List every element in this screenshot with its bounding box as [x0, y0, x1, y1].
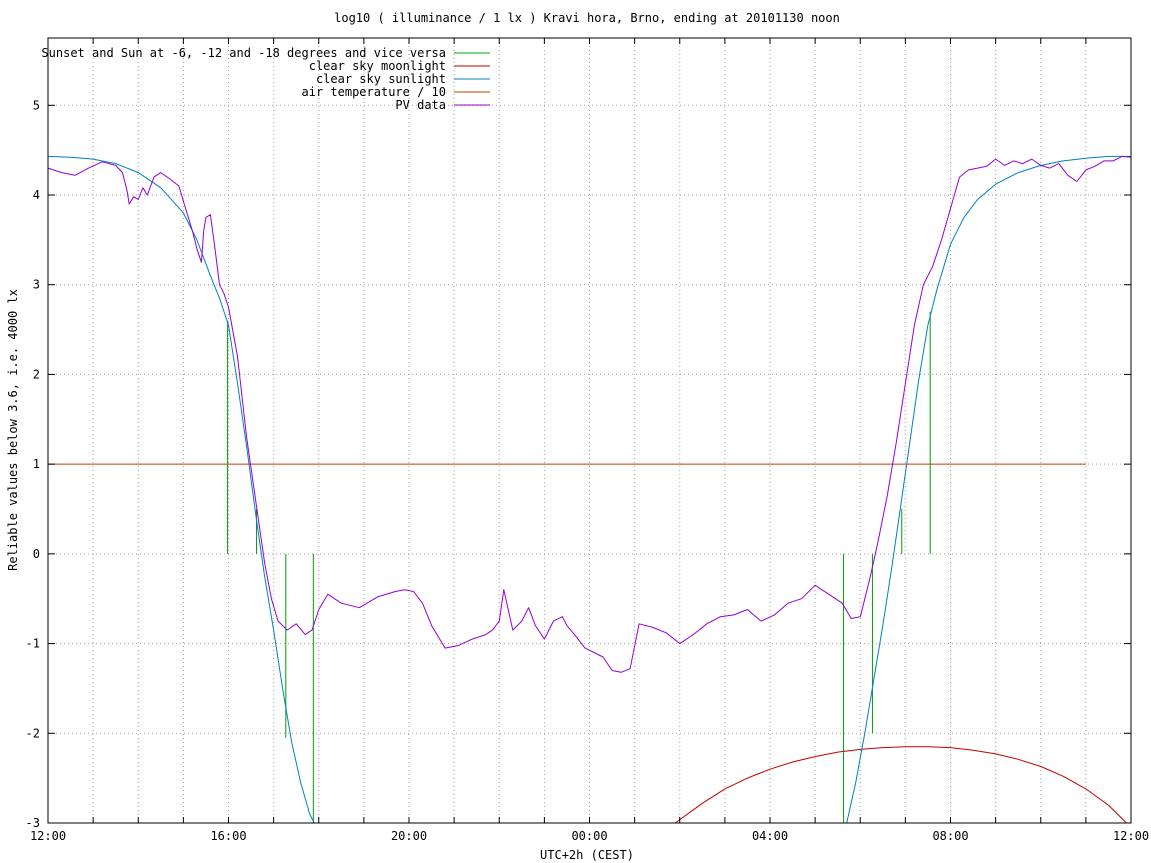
legend: Sunset and Sun at -6, -12 and -18 degree… [41, 46, 490, 112]
y-tick-label: 5 [33, 98, 40, 112]
y-tick-label: 0 [33, 547, 40, 561]
x-tick-label: 08:00 [932, 829, 968, 843]
x-axis-label: UTC+2h (CEST) [540, 848, 634, 862]
series-5 [47, 155, 1132, 673]
series-line [47, 155, 1132, 673]
series-line [674, 746, 1127, 824]
axis-ticks: 12:00 16:00 20:00 00:00 04:00 08:00 12:00-3-2-… [26, 38, 1149, 843]
x-tick-label: 12:00 [30, 829, 66, 843]
x-tick-label: 04:00 [752, 829, 788, 843]
x-tick-label: 20:00 [391, 829, 427, 843]
y-tick-label: 2 [33, 367, 40, 381]
x-tick-label: 12:00 [1113, 829, 1149, 843]
legend-label: Sunset and Sun at -6, -12 and -18 degree… [41, 46, 446, 60]
legend-label: PV data [395, 98, 446, 112]
y-tick-label: 1 [33, 457, 40, 471]
x-tick-label: 00:00 [571, 829, 607, 843]
series-2 [674, 746, 1127, 824]
y-tick-label: -1 [26, 637, 40, 651]
y-tick-label: -3 [26, 816, 40, 830]
y-axis-label: Reliable values below 3.6, i.e. 4000 lx [6, 289, 20, 571]
legend-label: clear sky sunlight [316, 72, 446, 86]
grid [48, 38, 1131, 823]
chart-title: log10 ( illuminance / 1 lx ) Kravi hora,… [334, 11, 840, 25]
legend-label: air temperature / 10 [302, 85, 447, 99]
y-tick-label: 4 [33, 188, 40, 202]
y-tick-label: 3 [33, 278, 40, 292]
legend-label: clear sky moonlight [309, 59, 446, 73]
y-tick-label: -2 [26, 726, 40, 740]
x-tick-label: 16:00 [210, 829, 246, 843]
